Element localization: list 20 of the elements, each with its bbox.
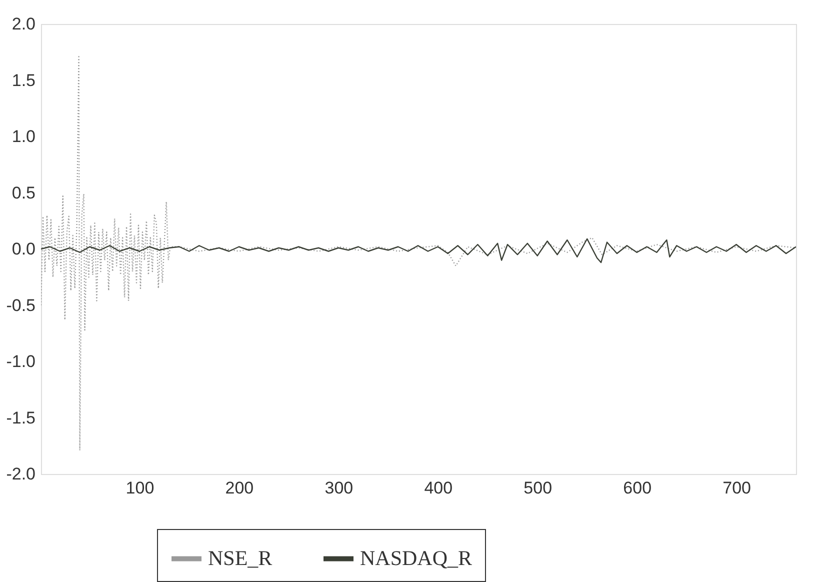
- y-tick-label: -1.5: [6, 408, 36, 428]
- y-tick-label: -2.0: [6, 464, 36, 484]
- x-tick-label: 400: [424, 478, 453, 498]
- y-tick-label: -1.0: [6, 352, 36, 371]
- x-tick-label: 600: [623, 478, 652, 498]
- line-series: [41, 238, 796, 264]
- x-tick-label: 200: [225, 478, 254, 498]
- legend-label: NASDAQ_R: [360, 546, 472, 570]
- line-series: [41, 56, 796, 451]
- y-tick-label: 2.0: [12, 14, 36, 34]
- y-tick-label: 0.5: [12, 183, 36, 202]
- y-tick-label: 1.5: [12, 70, 36, 90]
- y-tick-label: 1.0: [12, 127, 36, 146]
- y-tick-label: 0.0: [12, 240, 36, 258]
- legend-label: NSE_R: [208, 546, 272, 570]
- x-tick-label: 300: [324, 478, 354, 498]
- x-tick-label: 100: [126, 478, 154, 498]
- x-tick-label: 500: [524, 478, 552, 498]
- y-tick-label: -0.5: [6, 296, 36, 315]
- x-tick-label: 700: [722, 478, 752, 498]
